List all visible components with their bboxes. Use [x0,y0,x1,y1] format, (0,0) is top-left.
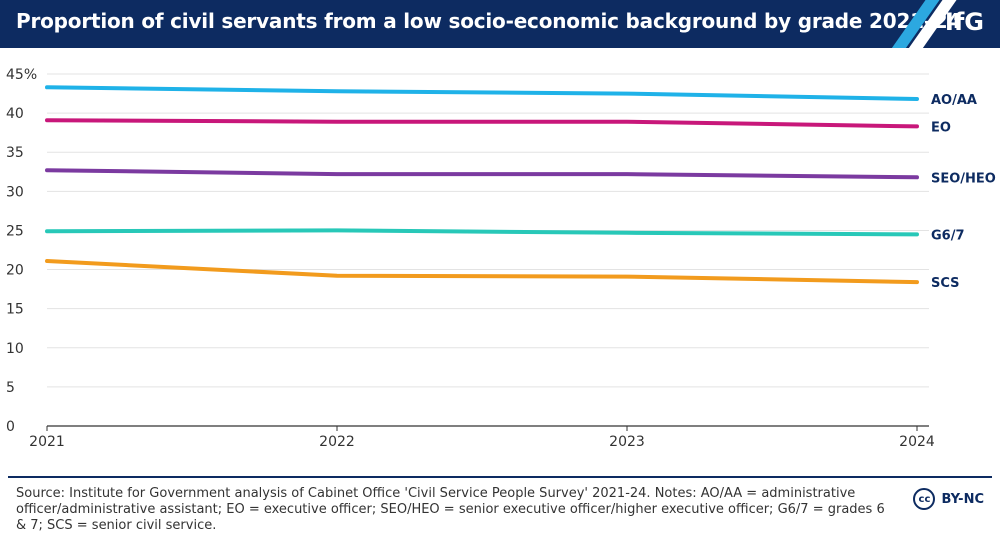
x-tick-label: 2024 [899,434,935,450]
label-layer: AO/AA EO SEO/HEO G6/7 SCS [931,93,996,291]
series-layer [45,85,919,285]
series-label-seo-heo: SEO/HEO [931,171,996,186]
license-label: BY-NC [941,491,984,507]
source-note: Source: Institute for Government analysi… [16,486,885,533]
x-tick-label: 2022 [319,434,355,450]
series-label-ao-aa: AO/AA [931,93,977,108]
y-tick-label: 0 [6,419,15,435]
ifg-logo: IfG [944,8,984,36]
series-label-eo: EO [931,120,951,135]
x-tick-label: 2023 [609,434,645,450]
x-tick-label: 2021 [29,434,65,450]
y-tick-label: 5 [6,380,15,396]
y-tick-label: 10 [6,341,24,357]
y-tick-label: 15 [6,302,24,318]
footer-divider [8,476,992,478]
license-block: cc BY-NC [913,488,984,510]
y-tick-label: 45% [6,67,37,83]
series-line-seo-heo [45,168,919,180]
series-label-scs: SCS [931,276,960,291]
y-tick-label: 35 [6,145,24,161]
series-line-scs [45,259,919,285]
header-bar: Proportion of civil servants from a low … [0,0,1000,48]
series-line-eo [45,118,919,129]
chart-title: Proportion of civil servants from a low … [16,9,962,33]
y-tick-label: 30 [6,184,24,200]
y-tick-label: 20 [6,263,24,279]
series-line-g6-7 [45,228,919,237]
series-label-g6-7: G6/7 [931,228,965,243]
y-tick-label: 40 [6,106,24,122]
y-tick-label: 25 [6,223,24,239]
creative-commons-icon: cc [913,488,936,510]
series-line-ao-aa [45,85,919,101]
line-chart: 0 5 10 15 20 25 30 35 40 45% 2021 2022 2023 2024 AO/A… [6,67,996,450]
axis-layer: 0 5 10 15 20 25 30 35 40 45% 2021 2022 2023 2024 [6,67,935,450]
